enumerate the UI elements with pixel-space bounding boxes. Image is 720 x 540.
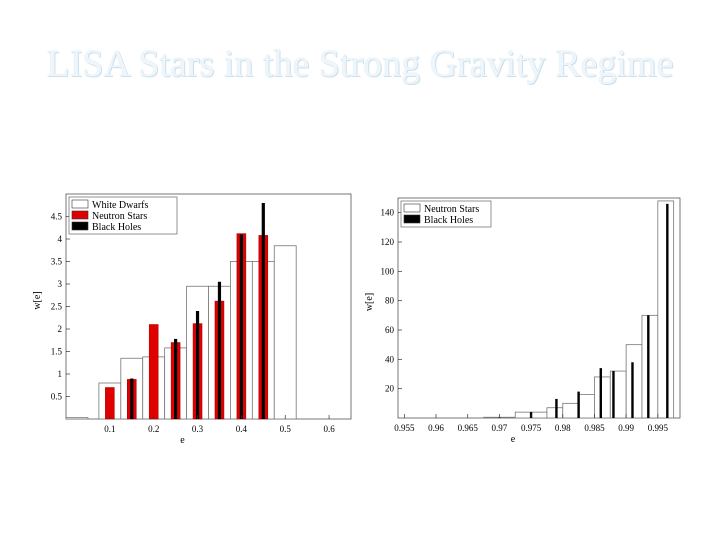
- y-tick-label-2: 1.5: [51, 347, 63, 357]
- y-tick-label-5: 120: [381, 237, 395, 247]
- y-tick-label-8: 4.5: [51, 212, 63, 222]
- y-tick-label-0: 0.5: [51, 392, 63, 402]
- y-tick-label-6: 3.5: [51, 257, 63, 267]
- legend-swatch-2: [71, 221, 89, 231]
- bar-black-holes-6: [631, 362, 634, 418]
- bar-black-holes-4: [599, 368, 602, 418]
- x-tick-label-7: 0.99: [618, 423, 634, 433]
- bar-neutron-stars-9: [657, 200, 675, 419]
- x-tick-label-6: 0.985: [584, 423, 605, 433]
- x-axis-label: e: [180, 435, 185, 446]
- x-axis-label: e: [511, 434, 516, 445]
- y-axis-label: w[e]: [32, 291, 43, 309]
- bar-black-holes-8: [666, 203, 669, 418]
- y-tick-label-7: 4: [58, 234, 63, 244]
- y-tick-label-1: 1: [58, 369, 63, 379]
- x-tick-label-5: 0.98: [555, 423, 571, 433]
- y-tick-label-4: 100: [381, 266, 395, 276]
- legend-label-0: White Dwarfs: [92, 200, 148, 211]
- bar-neutron-stars-4: [578, 394, 595, 419]
- y-tick-label-2: 60: [385, 325, 395, 335]
- x-tick-label-0: 0.955: [394, 423, 415, 433]
- y-tick-label-4: 2.5: [51, 302, 63, 312]
- bar-black-holes-0: [130, 378, 134, 419]
- bar-neutron-stars-8: [641, 314, 659, 419]
- y-tick-label-1: 40: [385, 354, 395, 364]
- y-tick-label-3: 2: [58, 324, 63, 334]
- bar-black-holes-4: [239, 234, 243, 419]
- legend-label-0: Neutron Stars: [424, 204, 479, 215]
- y-tick-label-6: 140: [381, 208, 395, 218]
- y-tick-label-5: 3: [58, 279, 63, 289]
- bar-black-holes-2: [195, 311, 200, 419]
- slide-title: LISA Stars in the Strong Gravity Regime: [46, 43, 674, 85]
- bar-neutron-stars-3: [562, 402, 580, 419]
- x-tick-label-2: 0.965: [458, 423, 479, 433]
- bar-black-holes-7: [647, 315, 650, 418]
- x-tick-label-8: 0.995: [648, 423, 669, 433]
- bar-black-holes-1: [174, 338, 178, 419]
- bar-neutron-stars-0: [105, 387, 115, 420]
- legend-swatch-1: [403, 214, 421, 224]
- y-axis-label: w[e]: [364, 293, 375, 311]
- bar-black-holes-5: [612, 371, 615, 418]
- x-tick-label-3: 0.4: [236, 424, 248, 434]
- x-tick-label-4: 0.5: [280, 424, 292, 434]
- x-tick-label-1: 0.2: [148, 424, 159, 434]
- chart-neutron-stars-black-holes: 0.955 0.96 0.965 0.97 0.975 0.98 0.985 0.99 0.99…: [364, 197, 681, 445]
- legend-swatch-1: [71, 210, 89, 220]
- bar-neutron-stars-2: [546, 407, 564, 419]
- legend-label-1: Neutron Stars: [92, 211, 147, 222]
- legend-label-2: Black Holes: [92, 222, 141, 233]
- bar-black-holes-2: [555, 398, 558, 418]
- bar-neutron-stars-5: [594, 376, 611, 419]
- x-tick-label-4: 0.975: [521, 423, 542, 433]
- legend-label-1: Black Holes: [424, 215, 473, 226]
- legend-swatch-0: [71, 199, 89, 209]
- bar-black-holes-3: [577, 391, 580, 418]
- bar-black-holes-5: [261, 203, 265, 419]
- chart-white-dwarfs-neutron-stars-black-holes: 0.1 0.2 0.3 0.4 0.5 0.6 0.5 1 1.5 2 2.5 3 3.5 4 4.5 e w[…: [32, 193, 352, 446]
- x-tick-label-2: 0.3: [192, 424, 204, 434]
- x-tick-label-0: 0.1: [104, 424, 115, 434]
- x-tick-label-1: 0.96: [428, 423, 444, 433]
- bar-neutron-stars-2: [148, 324, 159, 420]
- x-tick-label-3: 0.97: [492, 423, 508, 433]
- y-tick-label-0: 20: [385, 384, 395, 394]
- y-tick-label-3: 80: [385, 296, 395, 306]
- bar-black-holes-3: [217, 281, 222, 419]
- bar-white-dwarfs-9: [273, 245, 297, 420]
- bar-white-dwarfs-0: [65, 417, 89, 420]
- legend-swatch-0: [403, 203, 421, 213]
- bar-neutron-stars-7: [625, 344, 643, 419]
- x-tick-label-5: 0.6: [323, 424, 335, 434]
